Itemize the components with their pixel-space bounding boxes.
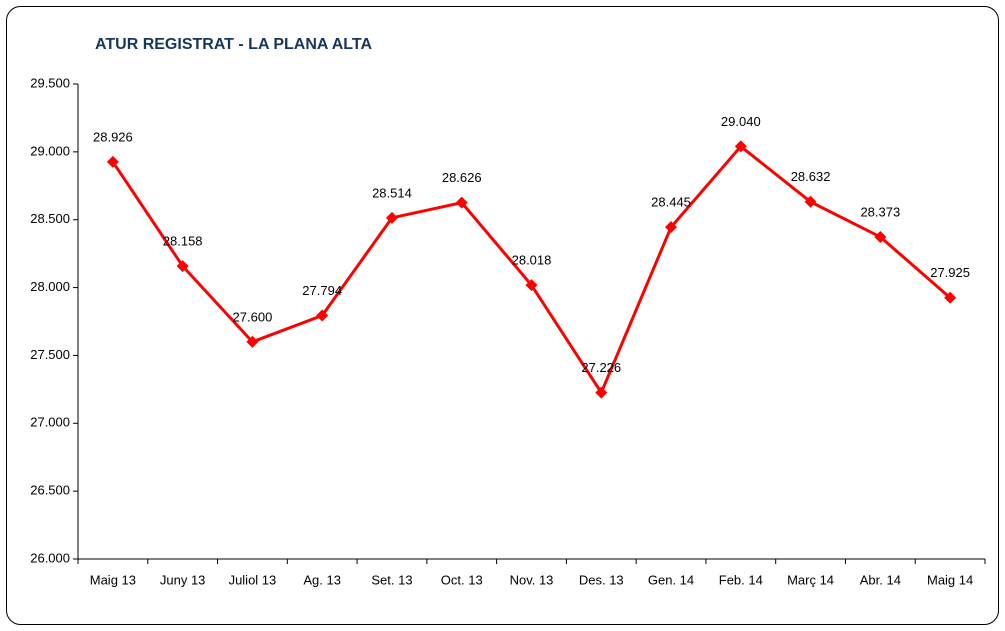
x-tick-label: Feb. 14 xyxy=(719,572,763,587)
marker xyxy=(734,140,747,153)
y-tick-label: 28.000 xyxy=(30,279,70,294)
data-label: 28.373 xyxy=(860,204,900,219)
marker xyxy=(385,211,398,224)
x-tick-label: Gen. 14 xyxy=(648,572,694,587)
y-tick-label: 26.500 xyxy=(30,483,70,498)
data-label: 28.514 xyxy=(372,185,412,200)
x-tick-label: Set. 13 xyxy=(371,572,412,587)
chart-title: ATUR REGISTRAT - LA PLANA ALTA xyxy=(95,36,372,53)
data-label: 27.794 xyxy=(302,283,342,298)
y-tick-label: 27.500 xyxy=(30,347,70,362)
marker xyxy=(176,260,189,273)
x-tick-label: Maig 13 xyxy=(90,572,136,587)
marker xyxy=(665,221,678,234)
x-tick-label: Ag. 13 xyxy=(303,572,341,587)
data-label: 27.226 xyxy=(581,360,621,375)
x-tick-label: Abr. 14 xyxy=(860,572,901,587)
x-tick-label: Des. 13 xyxy=(579,572,624,587)
x-tick-label: Març 14 xyxy=(787,572,834,587)
marker xyxy=(316,309,329,322)
x-tick-label: Juny 13 xyxy=(160,572,206,587)
marker xyxy=(106,155,119,168)
marker xyxy=(944,291,957,304)
x-tick-label: Maig 14 xyxy=(927,572,973,587)
marker xyxy=(595,386,608,399)
y-tick-label: 26.000 xyxy=(30,550,70,565)
y-tick-label: 28.500 xyxy=(30,211,70,226)
data-label: 28.626 xyxy=(442,170,482,185)
data-label: 27.600 xyxy=(233,309,273,324)
data-label: 28.926 xyxy=(93,129,133,144)
y-tick-label: 29.000 xyxy=(30,143,70,158)
y-tick-label: 27.000 xyxy=(30,415,70,430)
marker xyxy=(804,195,817,208)
data-label: 28.158 xyxy=(163,234,203,249)
x-tick-label: Nov. 13 xyxy=(510,572,554,587)
data-label: 27.925 xyxy=(930,265,970,280)
x-tick-label: Oct. 13 xyxy=(441,572,483,587)
x-tick-label: Juliol 13 xyxy=(229,572,277,587)
data-label: 28.018 xyxy=(512,253,552,268)
data-label: 28.632 xyxy=(791,169,831,184)
data-label: 29.040 xyxy=(721,114,761,129)
marker xyxy=(455,196,468,209)
frame xyxy=(6,6,999,625)
marker xyxy=(874,230,887,243)
marker xyxy=(246,335,259,348)
data-label: 28.445 xyxy=(651,195,691,210)
marker xyxy=(525,279,538,292)
y-tick-label: 29.500 xyxy=(30,75,70,90)
